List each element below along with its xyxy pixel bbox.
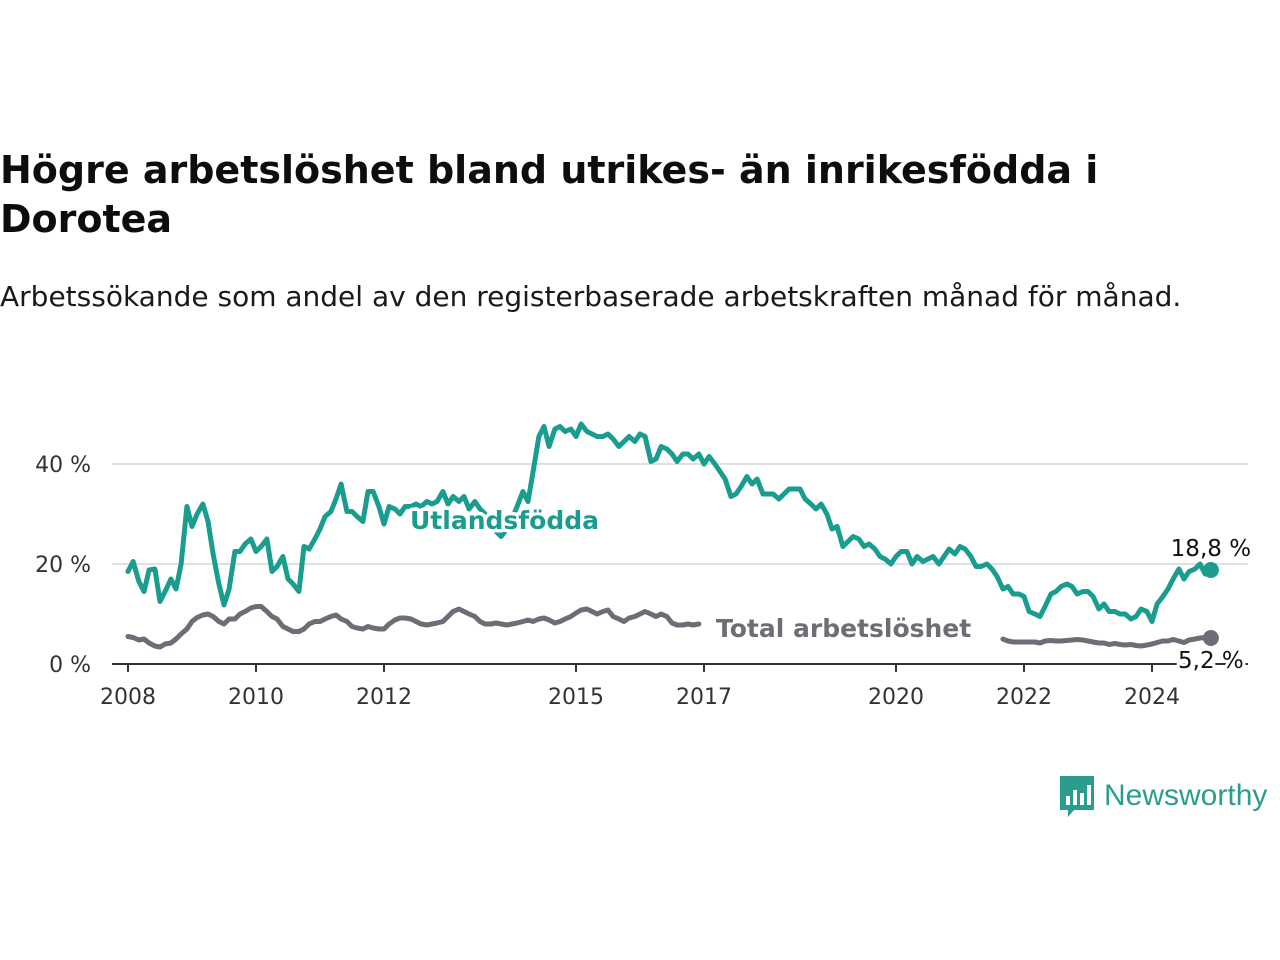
y-tick-label: 40 %	[35, 453, 91, 478]
series-label-utlandsfodda: Utlandsfödda	[410, 506, 599, 535]
series-line-utlandsfodda	[125, 421, 1214, 624]
page-title: Högre arbetslöshet bland utrikes- än inr…	[0, 148, 1099, 241]
newsworthy-logo-icon	[1060, 776, 1094, 817]
x-axis-ticks: 2008 2010 2012 2015 2017 2020 2022 2024	[100, 664, 1180, 710]
x-tick-label: 2015	[548, 685, 604, 710]
series-label-total-arbetsloshet: Total arbetslöshet	[716, 614, 971, 643]
x-tick-label: 2024	[1124, 685, 1180, 710]
newsworthy-logo: Newsworthy	[1058, 773, 1267, 819]
end-value-total-arbetsloshet: 5,2 %	[1178, 648, 1244, 674]
x-tick-label: 2010	[228, 685, 284, 710]
x-tick-label: 2020	[868, 685, 924, 710]
series-labels: Utlandsfödda Total arbetslöshet 18,8 % 5…	[407, 503, 1252, 678]
x-tick-label: 2017	[676, 685, 732, 710]
newsworthy-logo-text: Newsworthy	[1104, 779, 1268, 812]
series-lines	[125, 421, 1219, 650]
y-tick-label: 0 %	[49, 653, 91, 678]
page-subtitle: Arbetssökande som andel av den registerb…	[0, 280, 1182, 313]
end-value-utlandsfodda: 18,8 %	[1171, 536, 1251, 562]
x-tick-label: 2012	[356, 685, 412, 710]
y-tick-label: 20 %	[35, 553, 91, 578]
x-tick-label: 2008	[100, 685, 156, 710]
end-point-utlandsfodda	[1202, 562, 1219, 578]
x-tick-label: 2022	[996, 685, 1052, 710]
line-chart: 0 % 20 % 40 % 2008 2010 2012 2015 2017 2020 2022…	[35, 421, 1252, 710]
end-point-total-arbetsloshet	[1202, 630, 1219, 646]
y-axis-ticks: 0 % 20 % 40 %	[35, 453, 91, 678]
series-line-total-arbetsloshet-recent	[1000, 635, 1214, 649]
series-line-total-arbetsloshet	[125, 604, 702, 650]
